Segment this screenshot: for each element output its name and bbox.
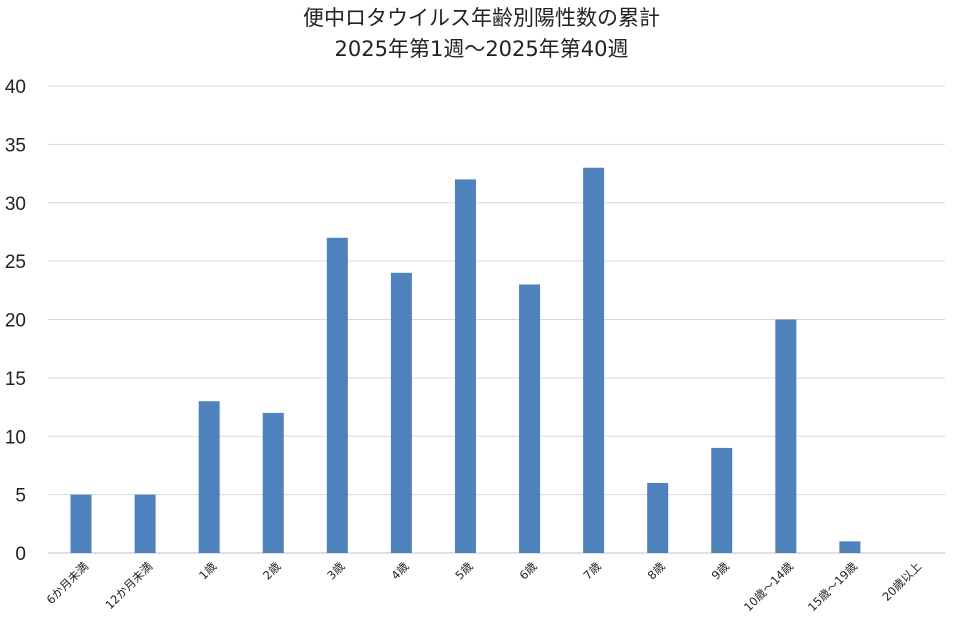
chart-title: 便中ロタウイルス年齢別陽性数の累計	[303, 6, 660, 30]
y-tick-label: 40	[5, 77, 26, 98]
bar	[839, 541, 861, 553]
x-tick-label: 15歳～19歳	[805, 559, 860, 614]
chart-subtitle: 2025年第1週～2025年第40週	[334, 37, 629, 61]
x-tick-label: 7歳	[581, 559, 605, 583]
x-tick-label: 8歳	[645, 559, 669, 583]
x-tick-label: 10歳～14歳	[741, 559, 796, 614]
bar	[583, 167, 605, 553]
bar	[198, 401, 220, 553]
y-tick-label: 15	[5, 369, 26, 390]
x-tick-label: 3歳	[324, 559, 348, 583]
x-tick-label: 1歳	[196, 559, 220, 583]
bar	[647, 482, 669, 553]
bar	[711, 447, 733, 553]
y-tick-label: 25	[5, 252, 26, 273]
bar	[134, 494, 156, 553]
x-tick-label: 6歳	[516, 559, 540, 583]
x-tick-label: 2歳	[260, 559, 284, 583]
y-tick-label: 20	[5, 311, 26, 332]
x-tick-label: 9歳	[709, 559, 733, 583]
x-tick-label: 5歳	[452, 559, 476, 583]
bar	[326, 237, 348, 553]
y-tick-label: 35	[5, 135, 26, 156]
bar	[775, 319, 797, 553]
y-tick-label: 30	[5, 194, 26, 215]
bar	[70, 494, 92, 553]
x-tick-label: 20歳以上	[879, 559, 924, 604]
x-tick-label: 6か月未満	[44, 559, 92, 607]
bar	[262, 412, 284, 553]
bar	[519, 284, 541, 553]
y-tick-label: 0	[15, 544, 26, 565]
bar	[454, 179, 476, 553]
x-tick-label: 4歳	[388, 559, 412, 583]
chart-title-block: 便中ロタウイルス年齢別陽性数の累計 2025年第1週～2025年第40週	[0, 0, 963, 65]
x-tick-label: 12か月未満	[102, 559, 155, 612]
y-tick-label: 10	[5, 427, 26, 448]
bar	[390, 272, 412, 553]
y-tick-label: 5	[15, 486, 26, 507]
